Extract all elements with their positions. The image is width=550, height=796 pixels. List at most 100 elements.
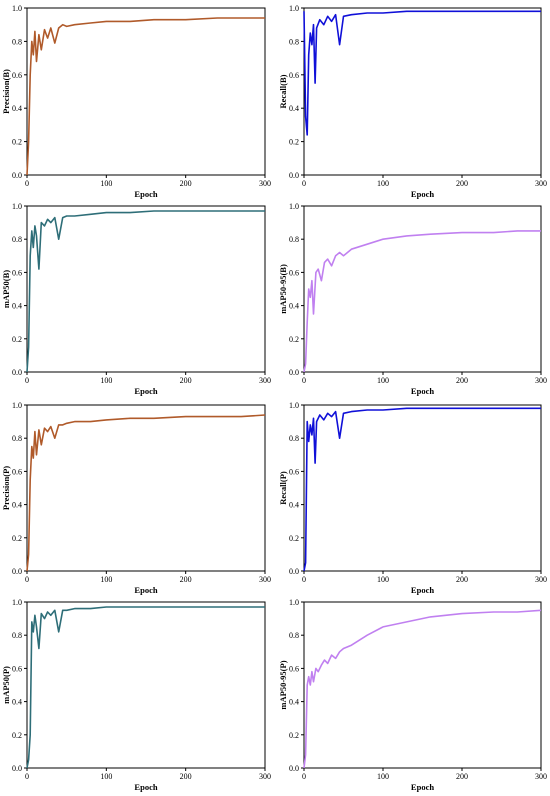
- y-tick-label: 0.8: [12, 235, 22, 244]
- x-tick-label: 300: [259, 575, 271, 584]
- y-tick-label: 0.2: [289, 138, 299, 147]
- y-tick-label: 0.2: [289, 335, 299, 344]
- y-axis-title: mAP50(B): [1, 270, 11, 308]
- y-axis-title: Recall(P): [278, 471, 288, 505]
- x-tick-label: 0: [302, 179, 306, 188]
- y-tick-label: 0.4: [289, 501, 299, 510]
- y-tick-label: 0.0: [12, 567, 22, 576]
- x-axis-title: Epoch: [411, 189, 434, 199]
- plot-frame: [303, 7, 542, 176]
- y-tick-label: 0.2: [12, 731, 22, 740]
- x-tick-label: 0: [25, 179, 29, 188]
- y-tick-label: 0.6: [289, 71, 299, 80]
- y-tick-label: 0.2: [289, 731, 299, 740]
- y-axis-title: Precision(P): [1, 466, 11, 510]
- x-tick-label: 200: [456, 179, 468, 188]
- y-tick-label: 0.2: [12, 335, 22, 344]
- plot-frame: [26, 205, 266, 373]
- y-tick-label: 1.0: [12, 4, 22, 13]
- y-tick-label: 1.0: [12, 202, 22, 211]
- plot-frame: [303, 601, 542, 769]
- x-tick-label: 200: [180, 376, 192, 385]
- plot-frame: [26, 7, 266, 176]
- y-tick-label: 1.0: [289, 4, 299, 13]
- x-axis-title: Epoch: [134, 782, 157, 792]
- x-axis-title: Epoch: [411, 585, 434, 595]
- x-tick-label: 300: [259, 179, 271, 188]
- x-tick-label: 200: [180, 179, 192, 188]
- y-tick-label: 0.8: [289, 631, 299, 640]
- x-tick-label: 100: [100, 179, 112, 188]
- x-tick-label: 0: [302, 376, 306, 385]
- y-axis-title: mAP50(P): [1, 666, 11, 704]
- y-tick-label: 0.4: [289, 104, 299, 113]
- y-tick-label: 1.0: [289, 202, 299, 211]
- series-line: [26, 17, 265, 176]
- series-line: [303, 10, 541, 136]
- x-tick-label: 0: [25, 772, 29, 781]
- x-tick-label: 300: [535, 575, 547, 584]
- y-tick-label: 0.4: [12, 698, 22, 707]
- x-tick-label: 300: [535, 772, 547, 781]
- series-line: [303, 609, 542, 769]
- x-tick-label: 200: [456, 575, 468, 584]
- x-tick-label: 300: [535, 179, 547, 188]
- y-tick-label: 0.0: [12, 368, 22, 377]
- y-tick-label: 0.8: [289, 235, 299, 244]
- y-tick-label: 0.2: [12, 534, 22, 543]
- x-tick-label: 0: [302, 772, 306, 781]
- y-axis-title: mAP50-95(B): [278, 264, 288, 314]
- y-tick-label: 0.4: [12, 104, 22, 113]
- y-tick-label: 0.8: [12, 434, 22, 443]
- y-axis-title: mAP50-95(P): [278, 660, 288, 709]
- x-axis-title: Epoch: [411, 386, 434, 396]
- x-tick-label: 100: [100, 772, 112, 781]
- y-tick-label: 0.8: [289, 434, 299, 443]
- x-tick-label: 0: [302, 575, 306, 584]
- y-tick-label: 0.4: [12, 302, 22, 311]
- chart-panel: 0.0 0.2 0.4 0.6 0.8 1.0 0 100 200 300 Epoch mAP50(P…: [1, 598, 271, 792]
- y-tick-label: 1.0: [12, 598, 22, 607]
- y-tick-label: 0.8: [289, 37, 299, 46]
- y-tick-label: 0.0: [289, 171, 299, 180]
- y-tick-label: 0.4: [289, 302, 299, 311]
- x-tick-label: 100: [100, 376, 112, 385]
- y-tick-label: 1.0: [12, 401, 22, 410]
- chart-panel: 0.0 0.2 0.4 0.6 0.8 1.0 0 100 200 300 Epoch Recall(…: [278, 401, 547, 595]
- y-tick-label: 0.4: [289, 698, 299, 707]
- y-tick-label: 0.0: [289, 567, 299, 576]
- y-tick-label: 1.0: [289, 598, 299, 607]
- y-tick-label: 1.0: [289, 401, 299, 410]
- chart-panel: 0.0 0.2 0.4 0.6 0.8 1.0 0 100 200 300 Epoch Precisi…: [1, 401, 271, 595]
- y-tick-label: 0.0: [12, 764, 22, 773]
- series-line: [26, 606, 265, 769]
- y-tick-label: 0.8: [12, 37, 22, 46]
- x-tick-label: 300: [535, 376, 547, 385]
- chart-panel: 0.0 0.2 0.4 0.6 0.8 1.0 0 100 200 300 Epoch Recall(…: [278, 4, 547, 199]
- y-tick-label: 0.6: [289, 268, 299, 277]
- x-tick-label: 100: [100, 575, 112, 584]
- y-tick-label: 0.2: [12, 138, 22, 147]
- y-tick-label: 0.6: [289, 467, 299, 476]
- plot-frame: [303, 205, 542, 373]
- x-tick-label: 300: [259, 376, 271, 385]
- y-axis-title: Precision(B): [1, 69, 11, 114]
- series-line: [303, 230, 541, 373]
- y-tick-label: 0.0: [289, 368, 299, 377]
- y-tick-label: 0.6: [12, 664, 22, 673]
- y-tick-label: 0.6: [289, 664, 299, 673]
- x-tick-label: 100: [377, 376, 389, 385]
- y-tick-label: 0.6: [12, 71, 22, 80]
- chart-panel: 0.0 0.2 0.4 0.6 0.8 1.0 0 100 200 300 Epoch mAP50-9…: [278, 598, 547, 792]
- chart-panel: 0.0 0.2 0.4 0.6 0.8 1.0 0 100 200 300 Epoch mAP50(B…: [1, 202, 271, 396]
- x-tick-label: 100: [377, 772, 389, 781]
- x-axis-title: Epoch: [411, 782, 434, 792]
- x-tick-label: 200: [180, 575, 192, 584]
- y-tick-label: 0.6: [12, 268, 22, 277]
- plot-frame: [26, 404, 266, 572]
- y-tick-label: 0.0: [12, 171, 22, 180]
- x-tick-label: 0: [25, 376, 29, 385]
- y-tick-label: 0.8: [12, 631, 22, 640]
- y-tick-label: 0.0: [289, 764, 299, 773]
